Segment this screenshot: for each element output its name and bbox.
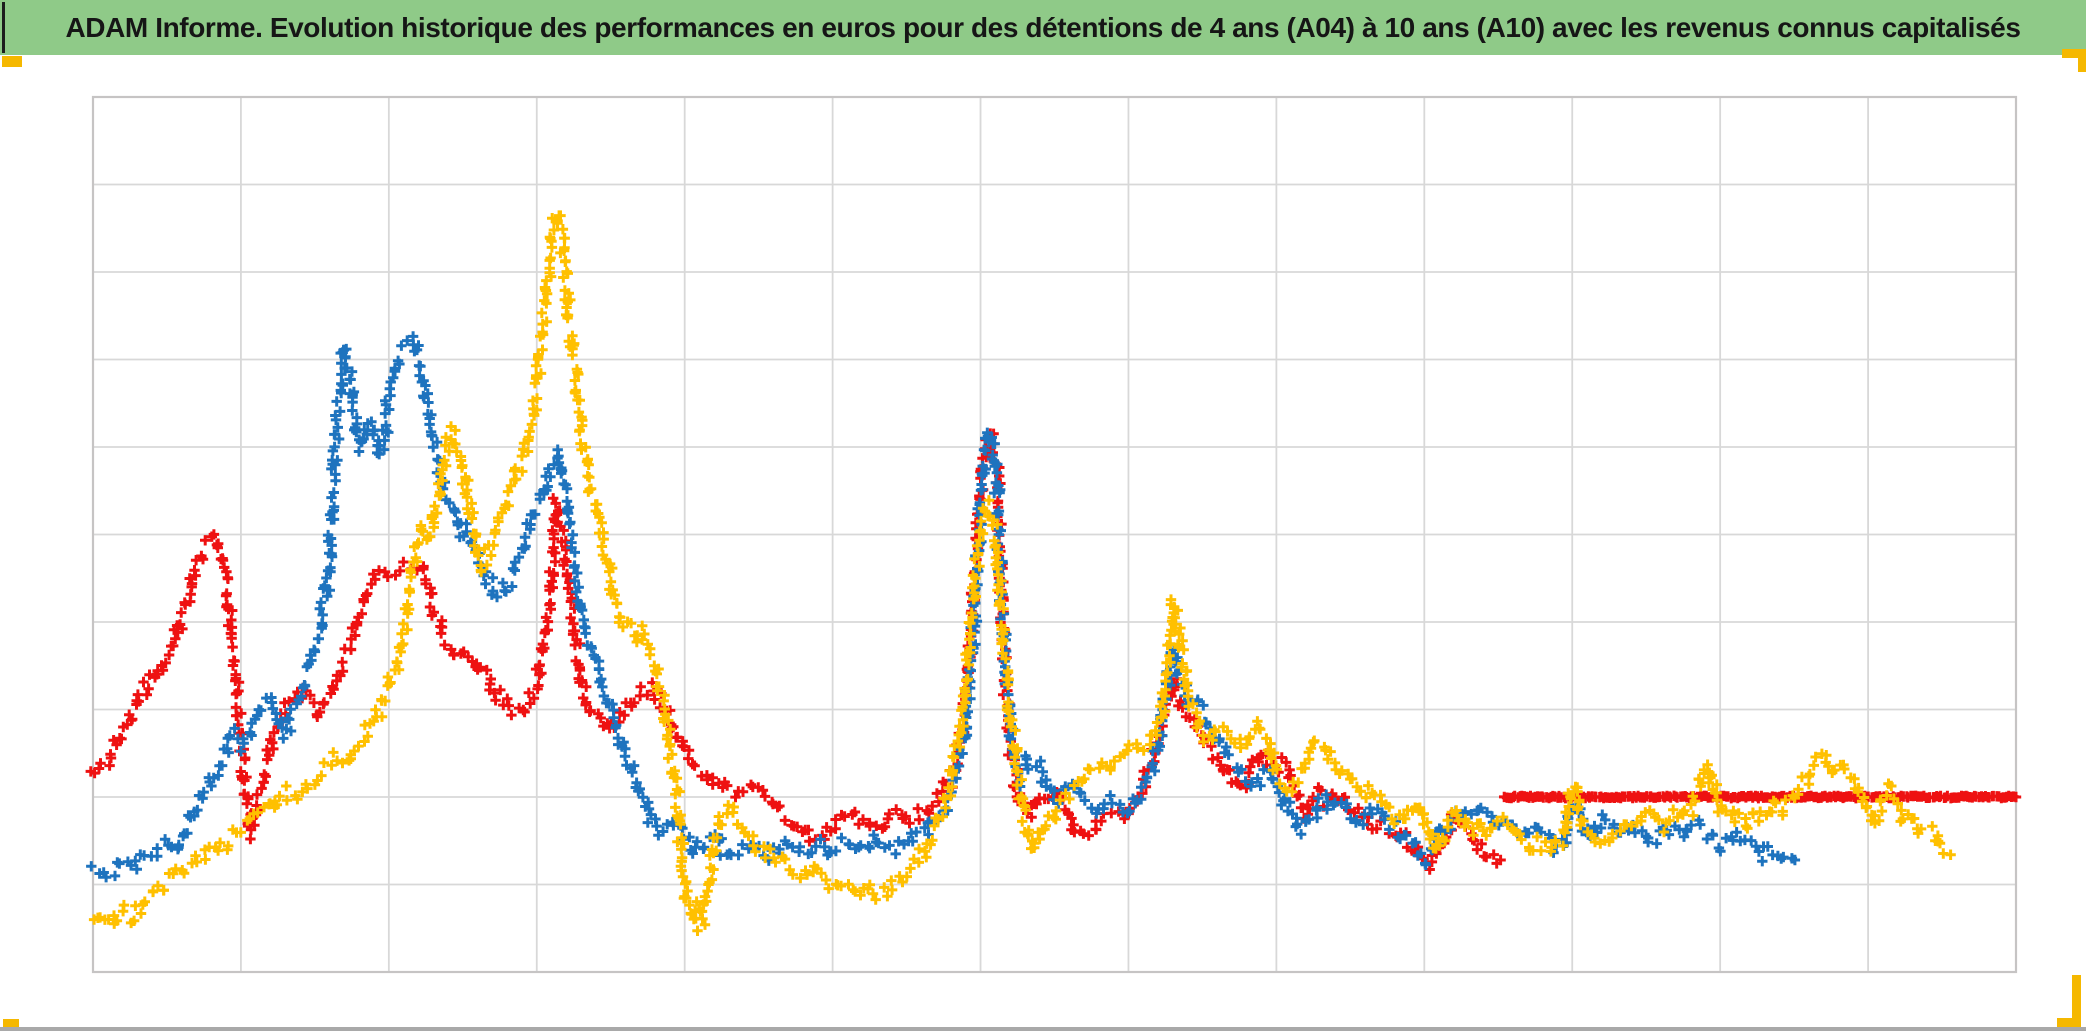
corner-accent-bottom-left [3,1019,19,1028]
corner-accent-bottom-right-vertical [2072,975,2081,1027]
red-series-markers [85,428,1506,875]
corner-accent-top-left [2,56,22,67]
corner-accent-top-right-vertical [2078,49,2086,72]
yellow-series-markers [88,210,1956,936]
title-banner: ADAM Informe. Evolution historique des p… [0,0,2086,55]
corner-accent-top-right [2062,49,2086,58]
corner-accent-bottom-right-foot [2057,1018,2081,1027]
page-title: ADAM Informe. Evolution historique des p… [65,12,2021,43]
plot-border [91,95,2018,974]
bottom-gray-strip [0,1027,2086,1031]
banner-left-edge-mark [2,2,5,53]
